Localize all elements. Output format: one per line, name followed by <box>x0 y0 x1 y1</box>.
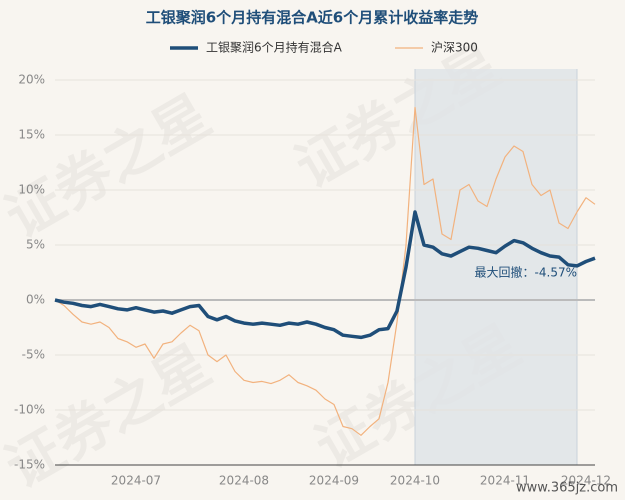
x-tick-label: 2024-08 <box>219 474 269 488</box>
source: www.365jz.com <box>516 481 618 496</box>
y-tick-label: 0% <box>26 293 45 307</box>
x-tick-label: 2024-12 <box>561 474 611 488</box>
legend-label: 工银聚润6个月持有混合A <box>206 40 343 55</box>
y-tick-label: -5% <box>22 348 45 362</box>
y-tick-label: 5% <box>26 238 45 252</box>
series-line <box>54 210 596 340</box>
y-tick-label: -15% <box>14 458 45 472</box>
x-tick-label: 2024-11 <box>480 474 530 488</box>
y-tick-label: 10% <box>18 183 45 197</box>
x-tick-label: 2024-09 <box>309 474 359 488</box>
chart-title: 工银聚润6个月持有混合A近6个月累计收益率走势 <box>146 9 479 27</box>
y-tick-label: -10% <box>14 403 45 417</box>
y-tick-label: 20% <box>18 73 45 87</box>
y-tick-label: 15% <box>18 128 45 142</box>
drawdown-label: 最大回撤：-4.57% <box>475 265 577 280</box>
series-line <box>54 106 596 436</box>
legend-label: 沪深300 <box>431 41 478 55</box>
x-tick-label: 2024-10 <box>390 474 440 488</box>
x-tick-label: 2024-07 <box>111 474 161 488</box>
